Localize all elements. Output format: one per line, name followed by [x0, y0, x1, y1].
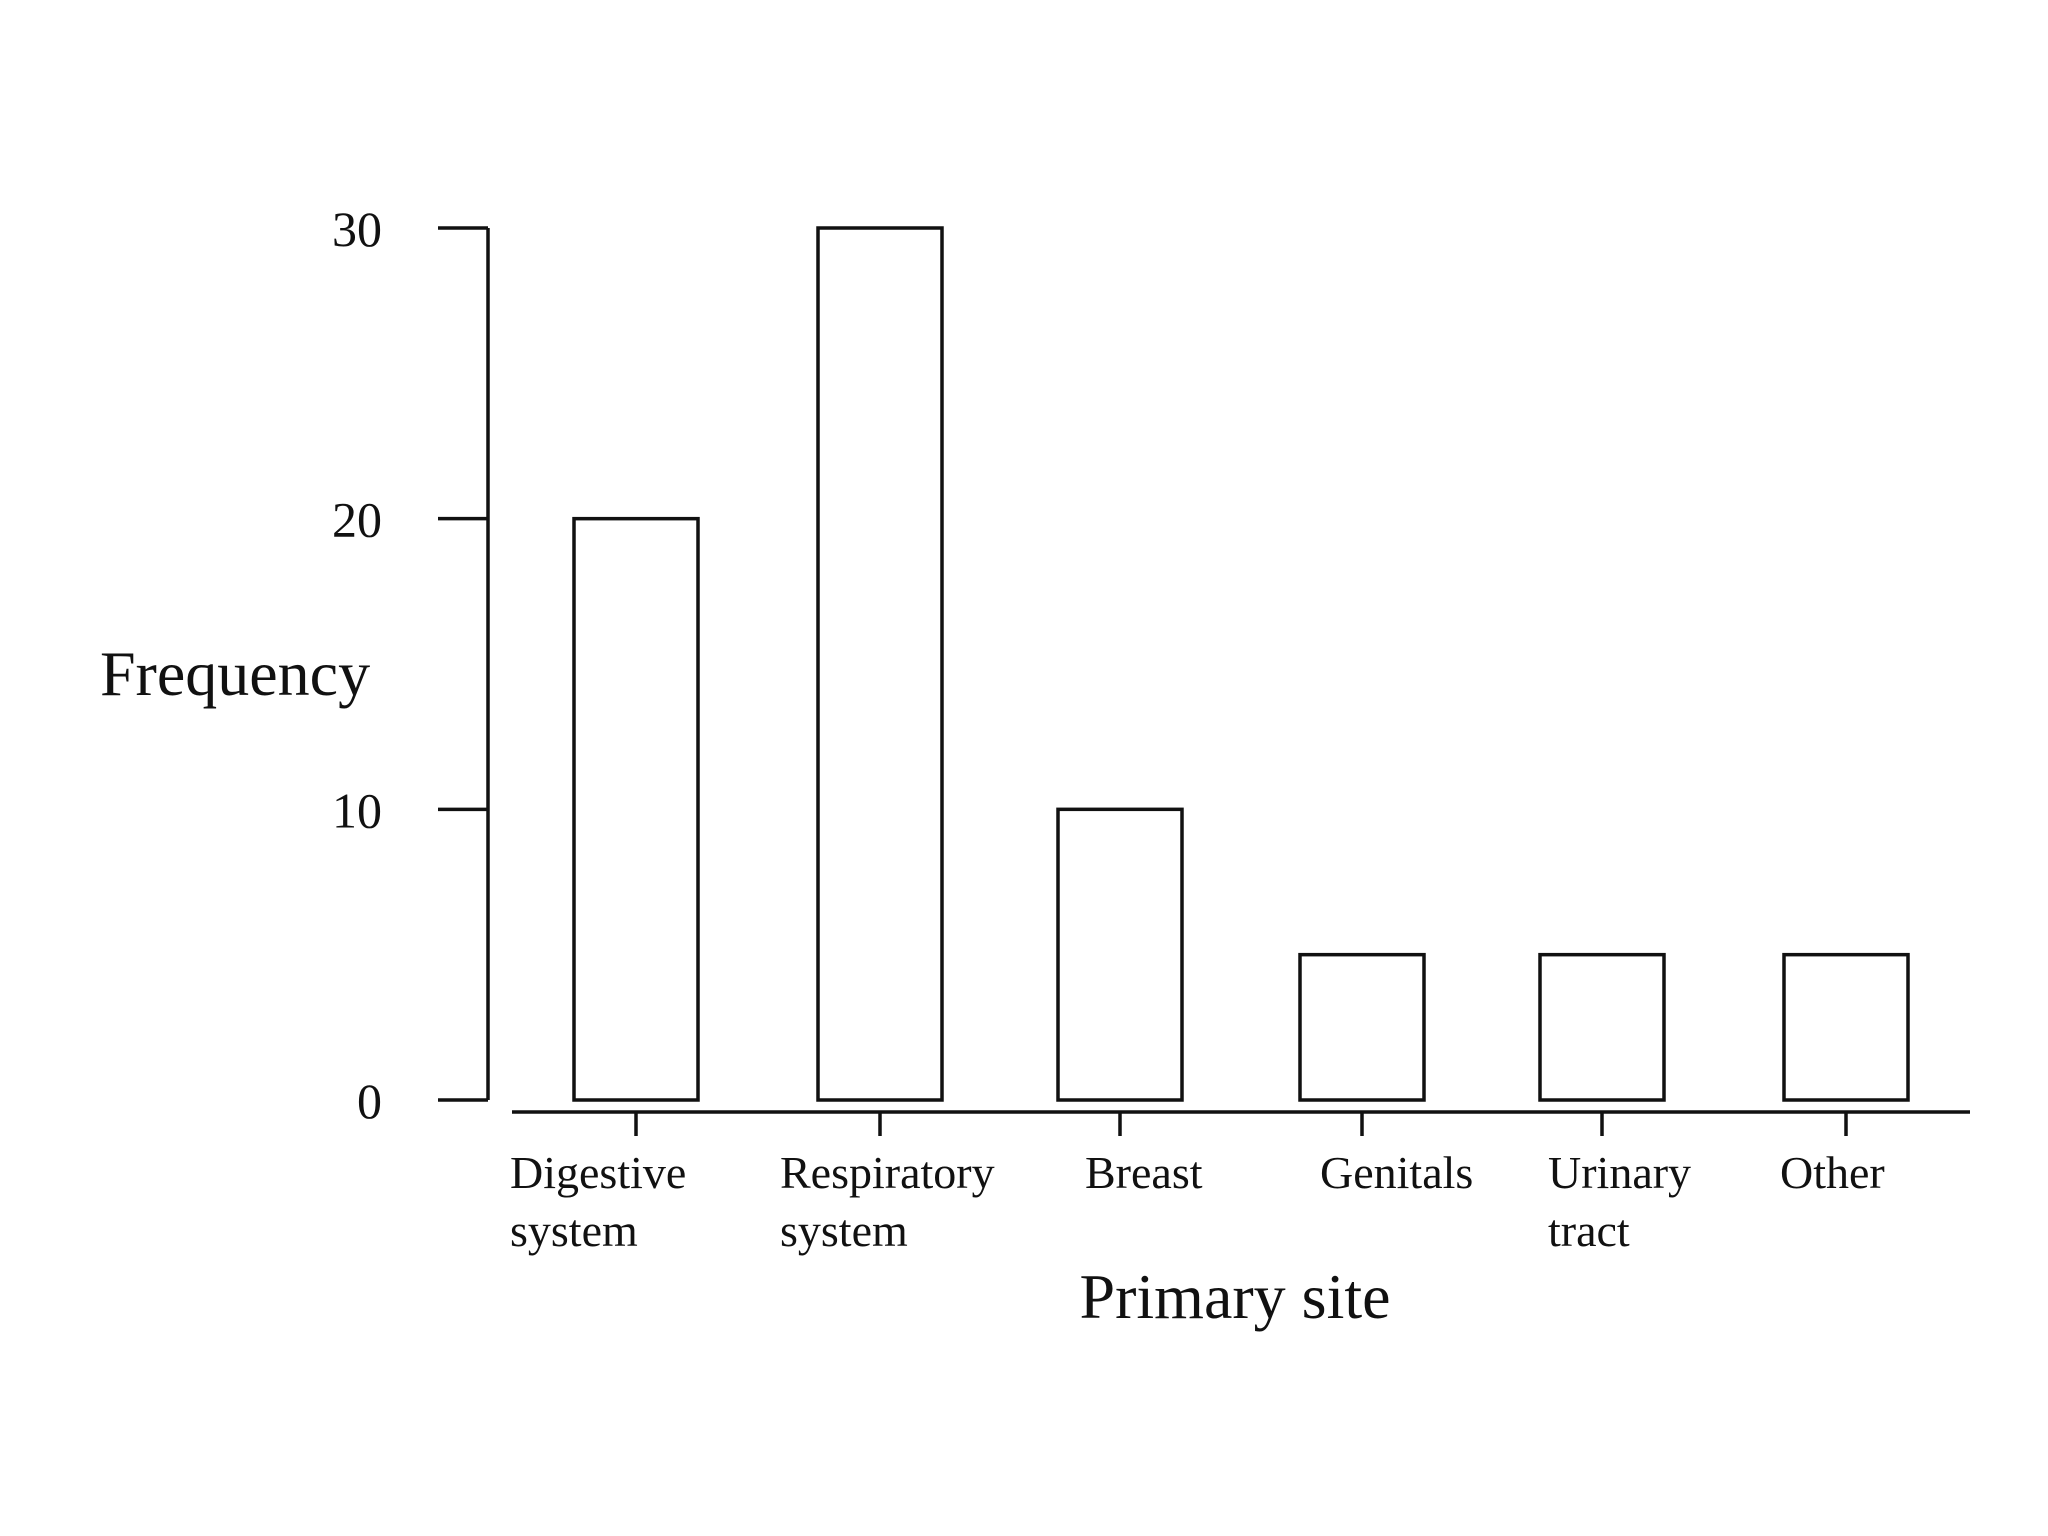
x-tick-label: Breast: [1085, 1147, 1203, 1198]
y-tick-label: 20: [332, 492, 382, 548]
bar: [1538, 952, 1666, 1102]
y-axis-title: Frequency: [100, 638, 370, 709]
x-tick-label: Genitals: [1320, 1147, 1473, 1198]
x-tick-label: Digestive: [510, 1147, 686, 1198]
x-tick-label: Other: [1780, 1147, 1885, 1198]
bar: [1298, 952, 1426, 1102]
x-tick-label: system: [510, 1205, 638, 1256]
x-ticks: Digestive system Respiratory system Breast Ge…: [510, 1112, 1885, 1256]
y-ticks: 0 10 20 30: [332, 201, 488, 1129]
y-tick-label: 30: [332, 201, 382, 257]
bars: [572, 226, 1910, 1102]
bar: [1056, 807, 1184, 1102]
bar: [816, 226, 944, 1102]
x-tick-label: Urinary: [1548, 1147, 1691, 1198]
y-tick-label: 0: [357, 1073, 382, 1129]
x-tick-label: tract: [1548, 1205, 1630, 1256]
x-axis-title: Primary site: [1079, 1261, 1390, 1332]
x-tick-label: system: [780, 1205, 908, 1256]
x-tick-label: Respiratory: [780, 1147, 995, 1198]
bar: [1782, 952, 1910, 1102]
y-tick-label: 10: [332, 782, 382, 838]
bar: [572, 516, 700, 1102]
